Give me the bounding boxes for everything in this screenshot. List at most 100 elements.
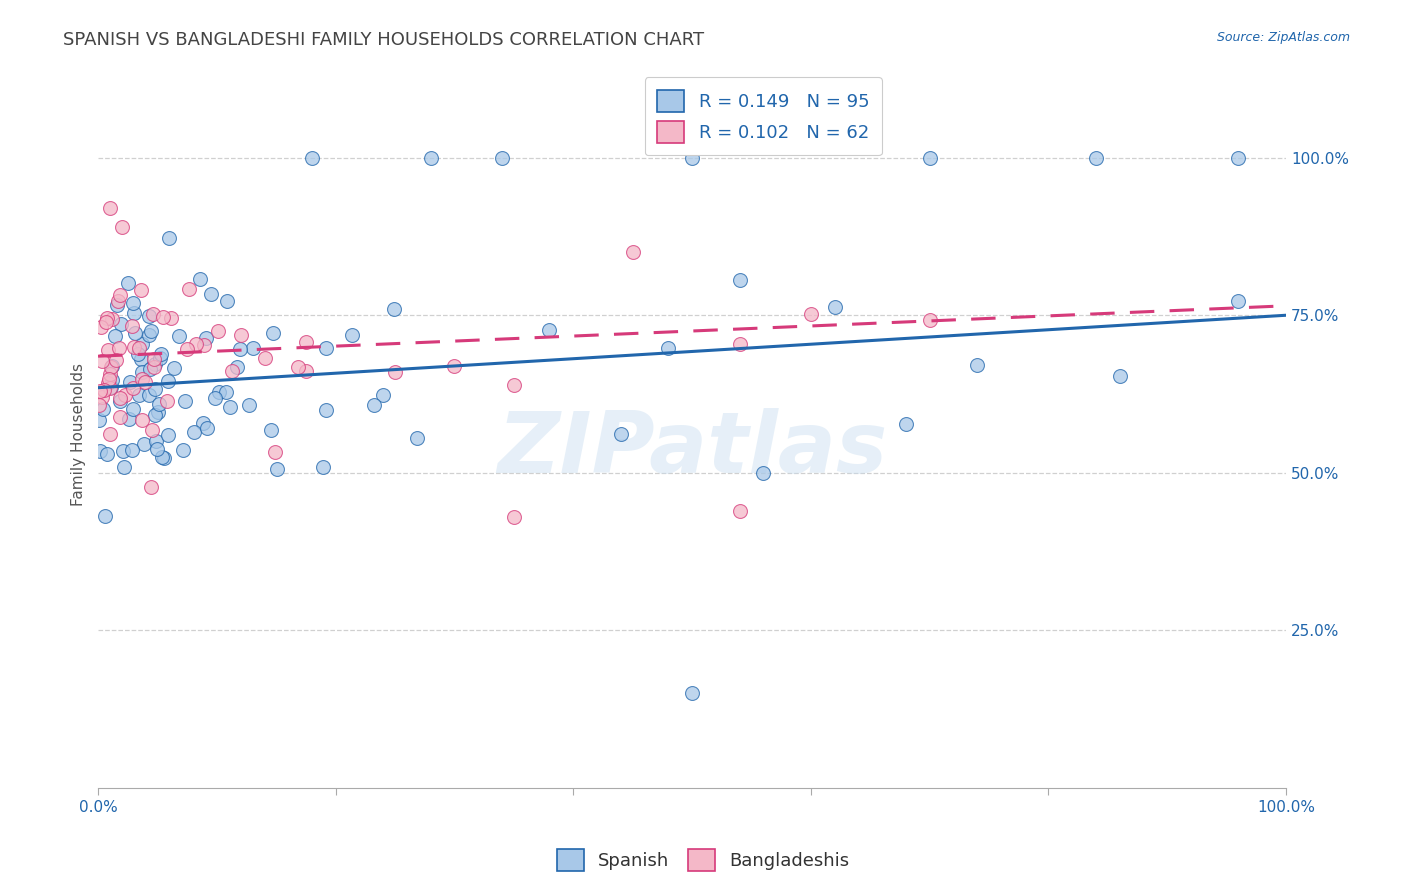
Point <box>105 297 128 311</box>
Point <box>138 328 160 343</box>
Point <box>124 326 146 340</box>
Point <box>97 343 120 357</box>
Point <box>609 427 631 442</box>
Point <box>342 327 364 342</box>
Point <box>443 359 465 373</box>
Point <box>728 272 751 286</box>
Point <box>229 342 252 356</box>
Point <box>1084 151 1107 165</box>
Point <box>110 318 132 332</box>
Point <box>195 421 218 435</box>
Text: Source: ZipAtlas.com: Source: ZipAtlas.com <box>1216 31 1350 45</box>
Point <box>219 401 242 415</box>
Point <box>131 372 153 386</box>
Point <box>363 398 385 412</box>
Point <box>107 293 129 308</box>
Point <box>89 398 111 412</box>
Point <box>160 311 183 326</box>
Point <box>263 444 285 458</box>
Point <box>101 312 124 326</box>
Point <box>167 329 190 343</box>
Point <box>681 151 703 165</box>
Point <box>918 151 941 165</box>
Point <box>172 443 194 458</box>
Point <box>145 434 167 448</box>
Text: SPANISH VS BANGLADESHI FAMILY HOUSEHOLDS CORRELATION CHART: SPANISH VS BANGLADESHI FAMILY HOUSEHOLDS… <box>63 31 704 49</box>
Point <box>100 359 122 374</box>
Point <box>143 357 166 371</box>
Point <box>111 444 134 458</box>
Point <box>97 376 120 391</box>
Point <box>138 309 160 323</box>
Point <box>107 341 129 355</box>
Point <box>90 391 112 405</box>
Point <box>122 306 145 320</box>
Point <box>728 337 751 351</box>
Point <box>122 402 145 417</box>
Point <box>371 388 394 402</box>
Point <box>215 294 238 309</box>
Point <box>93 383 115 397</box>
Point <box>287 359 309 374</box>
Point <box>1227 151 1250 165</box>
Point <box>100 380 122 394</box>
Point <box>91 401 114 416</box>
Point <box>93 508 115 523</box>
Point <box>96 310 118 325</box>
Point <box>127 347 149 361</box>
Point <box>253 351 276 365</box>
Point <box>204 391 226 405</box>
Point <box>108 288 131 302</box>
Point <box>405 431 427 445</box>
Point <box>502 509 524 524</box>
Point <box>110 391 132 405</box>
Point <box>215 385 238 400</box>
Point <box>153 450 176 465</box>
Point <box>141 480 163 494</box>
Point <box>141 423 163 437</box>
Point <box>98 372 121 386</box>
Point <box>238 398 260 412</box>
Point <box>752 466 775 480</box>
Point <box>146 442 169 456</box>
Point <box>94 315 117 329</box>
Point <box>262 326 284 340</box>
Point <box>157 375 180 389</box>
Point <box>191 416 214 430</box>
Point <box>382 301 405 316</box>
Point <box>143 359 166 374</box>
Point <box>207 324 229 338</box>
Point <box>138 388 160 402</box>
Text: ZIPatlas: ZIPatlas <box>496 408 887 491</box>
Point <box>146 405 169 419</box>
Point <box>148 397 170 411</box>
Point <box>294 335 316 350</box>
Point <box>120 376 142 390</box>
Point <box>824 300 846 314</box>
Point <box>315 341 337 355</box>
Point <box>1227 294 1250 309</box>
Legend: Spanish, Bangladeshis: Spanish, Bangladeshis <box>550 842 856 879</box>
Point <box>162 361 184 376</box>
Point <box>150 450 173 464</box>
Point <box>131 413 153 427</box>
Point <box>122 340 145 354</box>
Point <box>122 295 145 310</box>
Point <box>114 388 136 402</box>
Point <box>89 413 111 427</box>
Point <box>266 462 288 476</box>
Point <box>229 328 252 343</box>
Point <box>91 354 114 368</box>
Point <box>149 351 172 366</box>
Point <box>117 277 139 291</box>
Point <box>89 384 111 398</box>
Point <box>315 402 337 417</box>
Point <box>242 341 264 355</box>
Point <box>128 341 150 355</box>
Point <box>200 286 222 301</box>
Point <box>419 151 441 165</box>
Point <box>728 503 751 517</box>
Point <box>221 364 243 378</box>
Point <box>143 382 166 396</box>
Legend: R = 0.149   N = 95, R = 0.102   N = 62: R = 0.149 N = 95, R = 0.102 N = 62 <box>644 77 882 155</box>
